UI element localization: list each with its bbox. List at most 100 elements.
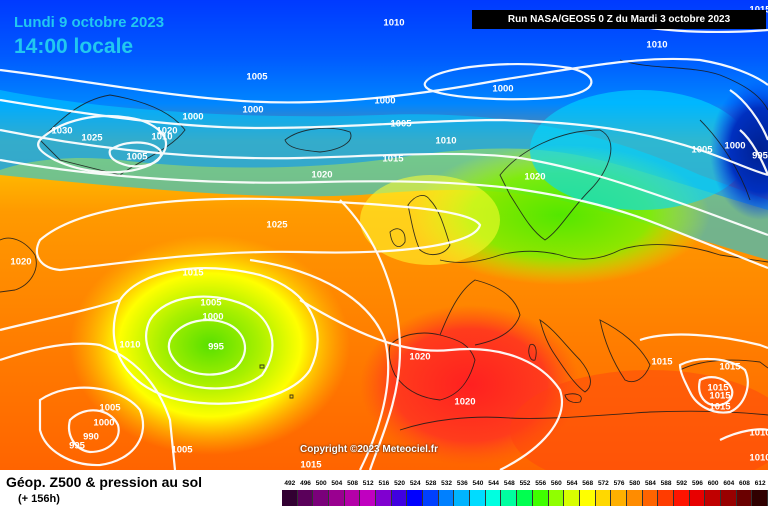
- legend-value-label: 612: [754, 480, 766, 487]
- forecast-local-time: 14:00 locale: [14, 35, 134, 58]
- legend-color-bar: [282, 490, 768, 506]
- legend-color-swatch: [391, 490, 408, 506]
- legend-color-swatch: [642, 490, 659, 506]
- field-title: Géop. Z500 & pression au sol: [6, 474, 203, 490]
- isobar-label: 1010: [383, 18, 404, 29]
- legend-value-label: 504: [331, 480, 343, 487]
- legend-value-label: 520: [394, 480, 405, 487]
- legend-value-label: 552: [519, 480, 531, 487]
- isobar-label: 1005: [390, 119, 412, 130]
- legend-color-swatch: [736, 490, 753, 506]
- isobar-label: 1000: [242, 105, 263, 116]
- legend-value-label: 576: [613, 480, 625, 487]
- legend-color-swatch: [658, 490, 674, 506]
- isobar-label: 1010: [749, 428, 768, 439]
- legend-scale-labels: 492 496 500 504 508 512 516 520 524 528 532 536 540 5…: [282, 480, 768, 492]
- isobar-label: 1015: [709, 391, 731, 402]
- isobar-label: 1020: [524, 172, 545, 183]
- legend-value-label: 532: [441, 480, 453, 487]
- isobar-label: 995: [752, 151, 768, 162]
- isobar-label: 1005: [99, 403, 121, 414]
- legend-color-swatch: [485, 490, 502, 506]
- legend-value-label: 608: [739, 480, 750, 487]
- legend-value-label: 564: [566, 480, 578, 487]
- isobar-label: 1020: [409, 352, 430, 363]
- isobar-label: 1000: [374, 96, 395, 107]
- legend-value-label: 572: [597, 480, 609, 487]
- isobar-label: 1005: [246, 72, 268, 83]
- legend-value-label: 524: [409, 480, 421, 487]
- isobar-label: 1000: [202, 312, 223, 323]
- legend-color-swatch: [720, 490, 737, 506]
- isobar-label: 1015: [300, 460, 322, 470]
- legend-value-label: 560: [550, 480, 562, 487]
- legend-value-label: 544: [488, 480, 500, 487]
- legend-color-swatch: [344, 490, 361, 506]
- legend-color-swatch: [673, 490, 690, 506]
- isobar-label: 1010: [151, 132, 172, 143]
- isobar-label: 1000: [724, 141, 745, 152]
- legend-color-swatch: [501, 490, 518, 506]
- isobar-label: 1020: [454, 397, 475, 408]
- forecast-map: 1010101010051000100010001000100510301025…: [0, 0, 768, 470]
- isobar-label: 1020: [156, 126, 177, 137]
- isobar-label: 1015: [707, 383, 729, 394]
- isobar-label: 1010: [435, 136, 456, 147]
- isobar-label: 1020: [10, 257, 31, 268]
- isobar-label: 1025: [81, 133, 103, 144]
- isobar-label: 1015: [382, 154, 404, 165]
- isobar-label: 1010: [749, 453, 768, 464]
- legend-color-swatch: [313, 490, 330, 506]
- legend-color-swatch: [360, 490, 377, 506]
- legend-color-swatch: [579, 490, 596, 506]
- isobar-label: 1020: [311, 170, 332, 181]
- legend-value-label: 500: [315, 480, 327, 487]
- legend-color-swatch: [689, 490, 706, 506]
- legend-color-swatch: [564, 490, 580, 506]
- copyright-text: Copyright ©2023 Meteociel.fr: [300, 444, 438, 455]
- isobar-label: 1030: [51, 126, 72, 137]
- legend-color-swatch: [438, 490, 455, 506]
- legend-color-swatch: [454, 490, 471, 506]
- legend-color-swatch: [752, 490, 768, 506]
- legend-color-swatch: [611, 490, 627, 506]
- legend-value-label: 548: [503, 480, 515, 487]
- legend-color-swatch: [282, 490, 298, 506]
- legend-value-label: 496: [300, 480, 311, 487]
- legend-value-label: 600: [707, 480, 719, 487]
- isobar-label: 1000: [93, 418, 114, 429]
- legend-value-label: 568: [582, 480, 594, 487]
- legend-color-swatch: [407, 490, 424, 506]
- legend-color-swatch: [705, 490, 721, 506]
- isobar-label: 995: [208, 342, 225, 353]
- legend-color-swatch: [626, 490, 643, 506]
- legend-value-label: 516: [378, 480, 390, 487]
- isobar-label: 1010: [646, 40, 667, 51]
- legend-value-label: 584: [644, 480, 656, 487]
- legend-value-label: 536: [456, 480, 468, 487]
- isobar-label: 1015: [709, 402, 731, 413]
- legend-color-swatch: [470, 490, 486, 506]
- legend-value-label: 592: [676, 480, 688, 487]
- legend-value-label: 596: [692, 480, 703, 487]
- isobar-label: 1005: [171, 445, 193, 456]
- isobar-label: 1000: [182, 112, 203, 123]
- legend-value-label: 528: [425, 480, 437, 487]
- legend-color-swatch: [423, 490, 439, 506]
- legend-color-swatch: [517, 490, 533, 506]
- legend-color-swatch: [595, 490, 612, 506]
- legend-color-swatch: [329, 490, 345, 506]
- legend-value-label: 512: [362, 480, 374, 487]
- legend-color-swatch: [532, 490, 549, 506]
- isobar-label: 1010: [119, 340, 140, 351]
- isobar-label: 1015: [182, 268, 204, 279]
- forecast-date: Lundi 9 octobre 2023: [14, 14, 165, 31]
- isobar-label: 1005: [691, 145, 713, 156]
- legend-value-label: 604: [723, 480, 735, 487]
- legend-value-label: 492: [284, 480, 296, 487]
- legend-value-label: 556: [535, 480, 547, 487]
- isobar-label: 1005: [126, 152, 148, 163]
- isobar-label: 1015: [651, 357, 673, 368]
- isobar-label: 1000: [492, 84, 513, 95]
